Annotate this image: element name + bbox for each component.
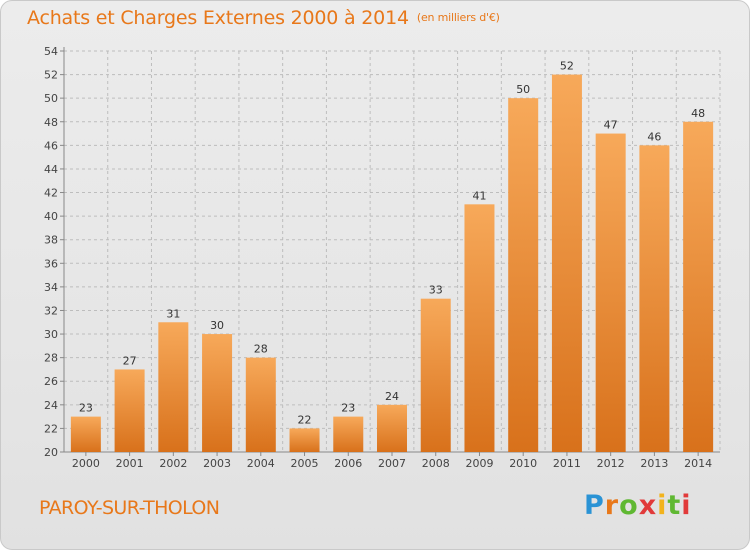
bar-2002 <box>158 322 189 452</box>
bar-2001 <box>114 369 145 452</box>
x-tick-label: 2002 <box>159 457 187 470</box>
y-tick-label: 24 <box>44 399 58 412</box>
y-tick-label: 54 <box>44 45 58 58</box>
x-tick-label: 2014 <box>684 457 712 470</box>
y-tick-label: 30 <box>44 328 58 341</box>
bar-2013 <box>639 145 670 452</box>
x-tick-label: 2006 <box>334 457 362 470</box>
bar-2006 <box>333 416 364 452</box>
labels: 23 2000 27 2001 31 2002 30 2003 28 2004 22 2005 23 20… <box>72 60 712 470</box>
x-tick-label: 2007 <box>378 457 406 470</box>
bar-2003 <box>202 334 233 452</box>
x-tick-label: 2009 <box>465 457 493 470</box>
data-label: 33 <box>429 284 443 297</box>
chart-title-text: Achats et Charges Externes 2000 à 2014 <box>27 7 409 29</box>
y-tick-label: 36 <box>44 257 58 270</box>
data-label: 24 <box>385 390 399 403</box>
x-tick-label: 2001 <box>116 457 144 470</box>
logo-letter: t <box>667 490 682 521</box>
logo-letter: i <box>681 490 692 521</box>
data-label: 52 <box>560 60 574 73</box>
data-label: 27 <box>123 354 137 367</box>
y-tick-label: 52 <box>44 69 58 82</box>
data-label: 30 <box>210 319 224 332</box>
y-tick-label: 42 <box>44 187 58 200</box>
data-label: 47 <box>604 119 618 132</box>
x-tick-label: 2011 <box>553 457 581 470</box>
bar-2004 <box>245 357 276 452</box>
x-tick-label: 2008 <box>422 457 450 470</box>
data-label: 50 <box>516 83 530 96</box>
y-tick-label: 44 <box>44 163 58 176</box>
data-label: 41 <box>472 189 486 202</box>
proxiti-logo[interactable]: Proxiti <box>584 490 692 521</box>
logo-letter: x <box>638 490 658 521</box>
x-tick-label: 2012 <box>597 457 625 470</box>
data-label: 22 <box>298 413 312 426</box>
logo-letter: o <box>619 490 639 521</box>
bars <box>70 74 714 453</box>
bar-2007 <box>377 404 407 452</box>
bar-2005 <box>289 428 320 452</box>
y-tick-label: 50 <box>44 92 58 105</box>
bar-2010 <box>508 98 539 453</box>
x-tick-label: 2003 <box>203 457 231 470</box>
data-label: 23 <box>341 402 355 415</box>
x-tick-label: 2000 <box>72 457 100 470</box>
y-tick-label: 20 <box>44 446 58 459</box>
axes: 20 22 24 26 28 30 32 34 36 38 40 42 44 46 48 50 52 54 <box>44 45 720 459</box>
y-tick-label: 28 <box>44 352 58 365</box>
logo-letter: r <box>604 490 620 521</box>
data-label: 46 <box>647 130 661 143</box>
y-tick-label: 40 <box>44 210 58 223</box>
y-tick-label: 34 <box>44 281 58 294</box>
logo-letter: P <box>584 490 605 521</box>
data-label: 31 <box>166 307 180 320</box>
x-tick-label: 2004 <box>247 457 275 470</box>
y-tick-label: 46 <box>44 139 58 152</box>
y-tick-label: 22 <box>44 422 58 435</box>
y-tick-label: 38 <box>44 234 58 247</box>
y-tick-label: 48 <box>44 116 58 129</box>
data-label: 23 <box>79 402 93 415</box>
chart-unit: (en milliers d'€) <box>416 11 500 24</box>
x-tick-label: 2010 <box>509 457 537 470</box>
data-label: 48 <box>691 107 705 120</box>
x-tick-label: 2013 <box>640 457 668 470</box>
data-label: 28 <box>254 343 268 356</box>
commune-name: PAROY-SUR-THOLON <box>39 497 220 519</box>
x-tick-label: 2005 <box>291 457 319 470</box>
bar-2014 <box>683 121 714 452</box>
bar-2009 <box>464 204 495 452</box>
bar-2012 <box>595 133 626 452</box>
bar-2011 <box>551 74 582 453</box>
logo-letter: i <box>657 490 668 521</box>
bar-2008 <box>420 298 451 452</box>
chart-title: Achats et Charges Externes 2000 à 2014 (e… <box>27 7 500 29</box>
y-tick-label: 26 <box>44 375 58 388</box>
bar-2000 <box>70 416 101 452</box>
y-tick-label: 32 <box>44 304 58 317</box>
